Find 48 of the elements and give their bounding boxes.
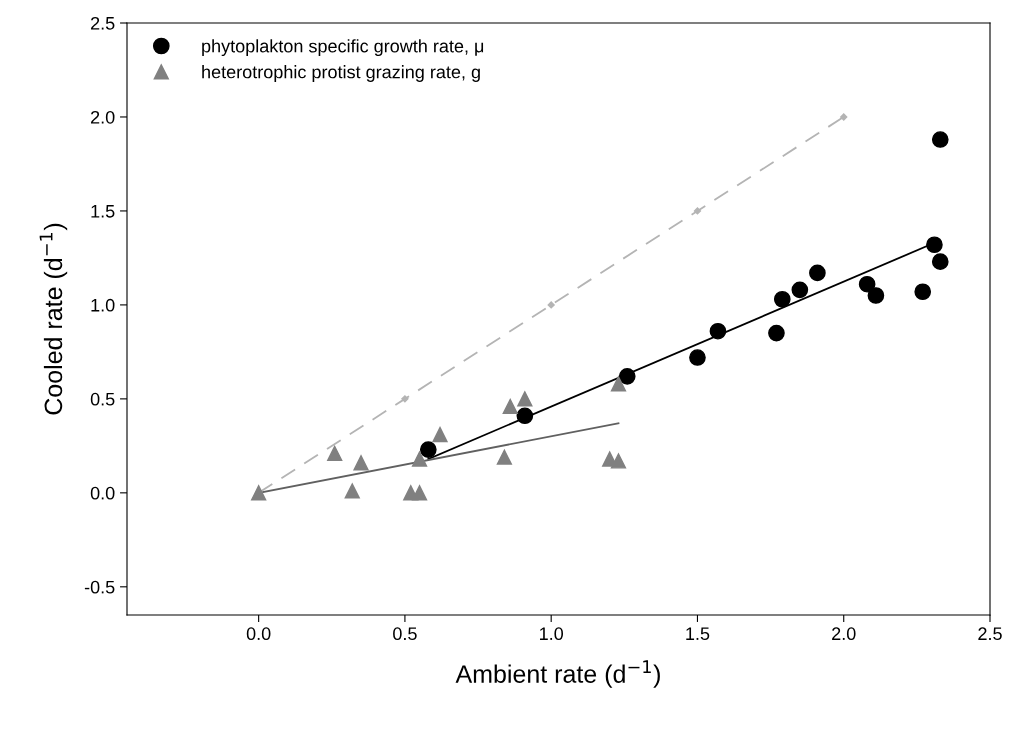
- point: [809, 264, 826, 282]
- point: [496, 449, 513, 465]
- x-tick-label: 2.0: [832, 627, 856, 641]
- y-tick-label: 0.0: [90, 486, 115, 500]
- point: [411, 485, 428, 501]
- legend-label: phytoplakton specific growth rate, μ: [202, 39, 484, 57]
- y-axis-title: Cooled rate (d$^{−1}$): [39, 223, 68, 415]
- point: [344, 483, 360, 499]
- y-tick-label: -0.5: [84, 580, 115, 594]
- x-tick-label: 1.5: [686, 627, 710, 641]
- point: [693, 207, 702, 215]
- x-axis-title: Ambient rate (d$^{−1}$): [455, 660, 660, 688]
- y-tick-label: 2.0: [91, 110, 115, 124]
- point: [353, 455, 369, 471]
- legend-label: heterotrophic protist grazing rate, g: [202, 65, 480, 82]
- point: [432, 426, 448, 443]
- point: [517, 391, 533, 407]
- point: [709, 322, 727, 340]
- point: [547, 301, 555, 309]
- point: [251, 485, 267, 501]
- y-tick-label: 1.5: [91, 205, 115, 218]
- point: [931, 253, 949, 271]
- point: [610, 376, 627, 392]
- point: [768, 324, 785, 342]
- point: [931, 131, 949, 148]
- point: [858, 275, 876, 293]
- point: [401, 395, 409, 403]
- y-tick-label: 0.5: [90, 392, 115, 406]
- point: [618, 367, 636, 385]
- point: [419, 441, 437, 458]
- point: [773, 290, 791, 308]
- x-tick-label: 0.0: [246, 627, 271, 641]
- point: [610, 453, 627, 469]
- point: [791, 281, 809, 299]
- x-tick-label: 1.0: [540, 627, 564, 641]
- point: [926, 236, 943, 254]
- x-tick-label: 2.5: [978, 627, 1002, 641]
- point: [914, 283, 932, 301]
- y-tick-label: 1.0: [91, 298, 115, 312]
- point: [867, 287, 885, 304]
- x-tick-label: 0.5: [393, 627, 417, 641]
- y-tick-label: 2.5: [91, 16, 115, 30]
- point: [516, 407, 534, 425]
- point: [689, 349, 706, 366]
- point: [840, 113, 848, 121]
- point: [502, 398, 518, 415]
- point: [411, 451, 428, 467]
- point: [327, 445, 343, 462]
